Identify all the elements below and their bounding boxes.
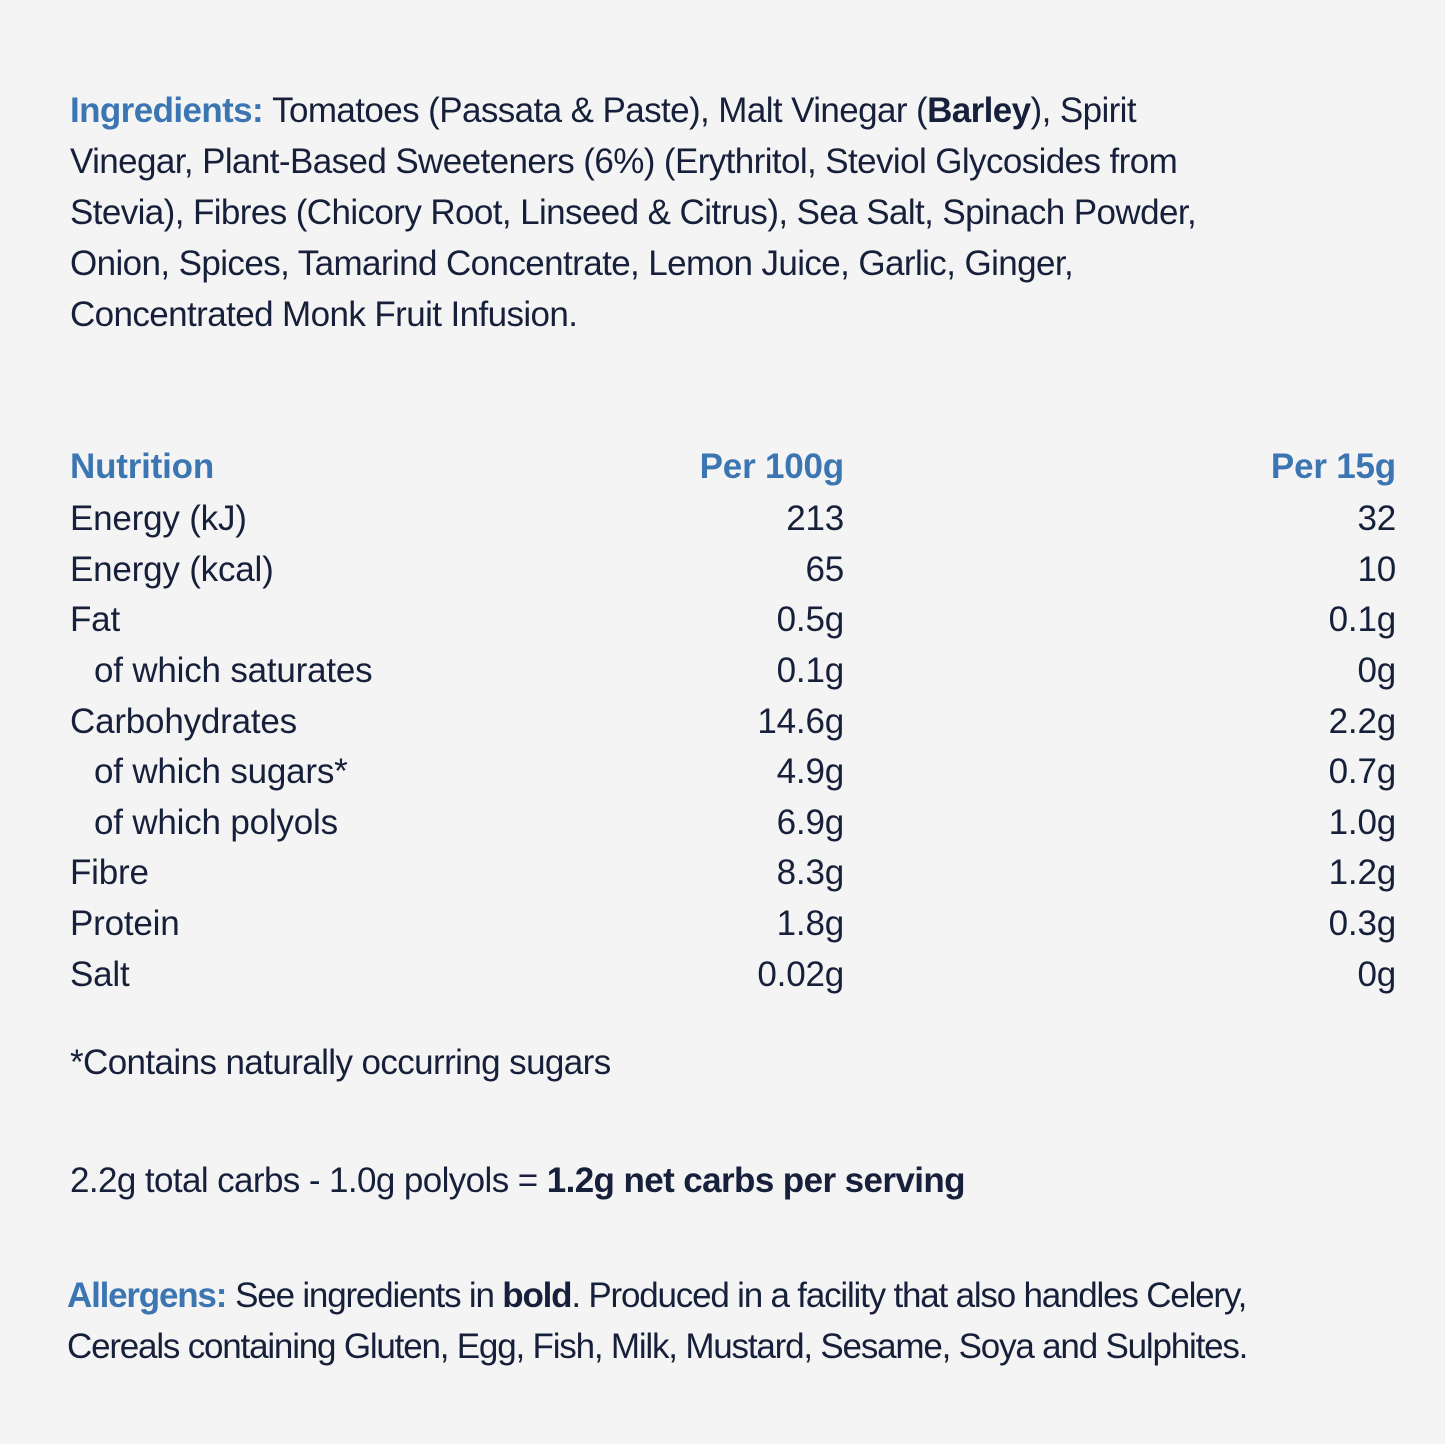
amount: 4.9g	[776, 752, 845, 792]
nutrition-row: of which saturates 0.1g 0g	[70, 646, 1396, 697]
allergens-line: Cereals containing Gluten, Egg, Fish, Mi…	[67, 1327, 1248, 1366]
amount: 1.8g	[776, 904, 845, 944]
amount: 32	[1357, 499, 1396, 539]
amount: 0g	[1357, 954, 1396, 994]
allergens-label: Allergens:	[67, 1276, 227, 1315]
nutrition-row: Protein 1.8g 0.3g	[70, 899, 1396, 950]
nutrition-row: Energy (kJ) 213 32	[70, 494, 1396, 545]
ingredients-line: Onion, Spices, Tamarind Concentrate, Lem…	[70, 244, 1074, 283]
amount: 10	[1357, 549, 1396, 589]
nutrient: of which sugars*	[94, 752, 348, 792]
nutrient: Salt	[70, 954, 130, 994]
amount: 0.1g	[1328, 600, 1397, 640]
nutrition-row: Carbohydrates 14.6g 2.2g	[70, 696, 1396, 747]
text: 2.2g total carbs - 1.0g polyols =	[70, 1161, 547, 1200]
net-carbs-bold: 1.2g net carbs per serving	[546, 1161, 966, 1200]
nutrition-row: of which polyols 6.9g 1.0g	[70, 798, 1396, 849]
header: Per 100g	[699, 447, 845, 486]
amount: 14.6g	[757, 701, 844, 741]
header-row: Nutrition Per 100g Per 15g	[70, 440, 1396, 494]
ingredients-line: Vinegar, Plant-Based Sweeteners (6%) (Er…	[70, 142, 1178, 181]
text: Tomatoes (Passata & Paste), Malt Vinegar…	[272, 91, 928, 130]
amount: 2.2g	[1328, 701, 1397, 741]
amount: 0.3g	[1328, 904, 1397, 944]
nutrient: of which saturates	[94, 651, 373, 691]
nutrient: Protein	[70, 904, 180, 944]
ingredients-label: Ingredients:	[70, 91, 264, 130]
text: . Produced in a facility that also handl…	[571, 1276, 1247, 1315]
amount: 1.0g	[1328, 802, 1397, 842]
amount: 6.9g	[776, 802, 845, 842]
ingredients: Ingredients: Tomatoes (Passata & Paste), …	[70, 85, 1197, 340]
amount: 213	[786, 499, 844, 539]
net-carbs: 2.2g total carbs - 1.0g polyols = 1.2g n…	[70, 1155, 966, 1206]
nutrition-row: Fibre 8.3g 1.2g	[70, 848, 1396, 899]
header: Nutrition	[70, 447, 214, 486]
amount: 0g	[1357, 651, 1396, 691]
amount: 65	[805, 549, 844, 589]
amount: 8.3g	[776, 853, 845, 893]
nutrient: Energy (kJ)	[70, 499, 247, 539]
allergens-line: Allergens: See ingredients in bold. Produ…	[67, 1270, 1247, 1321]
footnote: *Contains naturally occurring sugars	[70, 1043, 611, 1082]
bold-word: bold	[502, 1276, 572, 1315]
amount: 1.2g	[1328, 853, 1397, 893]
nutrient: Fibre	[70, 853, 149, 893]
nutrition-row: Salt 0.02g 0g	[70, 949, 1396, 1000]
ingredients-line: Stevia), Fibres (Chicory Root, Linseed &…	[70, 193, 1197, 232]
header: Per 15g	[1270, 447, 1396, 486]
nutrient: Fat	[70, 600, 120, 640]
amount: 0.02g	[757, 954, 844, 994]
text: ), Spirit	[1030, 91, 1137, 130]
nutrient: Carbohydrates	[70, 701, 297, 741]
allergen: Barley	[927, 91, 1031, 130]
amount: 0.7g	[1328, 752, 1397, 792]
nutrient: Energy (kcal)	[70, 549, 274, 589]
rows: Energy (kJ) 213 32 Energy (kcal) 65 10 Fat 0.5g…	[70, 494, 1396, 1000]
nutrition-row: Fat 0.5g 0.1g	[70, 595, 1396, 646]
allergens: Allergens: See ingredients in bold. Produ…	[67, 1270, 1248, 1372]
nutrition-row: of which sugars* 4.9g 0.7g	[70, 747, 1396, 798]
nutrition-row: Energy (kcal) 65 10	[70, 545, 1396, 596]
nutrient: of which polyols	[94, 802, 338, 842]
ingredients-line: Concentrated Monk Fruit Infusion.	[70, 295, 578, 334]
text: See ingredients in	[235, 1276, 503, 1315]
ingredients-line: Ingredients: Tomatoes (Passata & Paste), …	[70, 85, 1196, 136]
nutrition-table: Nutrition Per 100g Per 15g Energy (kJ) 21…	[70, 440, 1396, 1000]
amount: 0.1g	[776, 651, 845, 691]
amount: 0.5g	[776, 600, 845, 640]
